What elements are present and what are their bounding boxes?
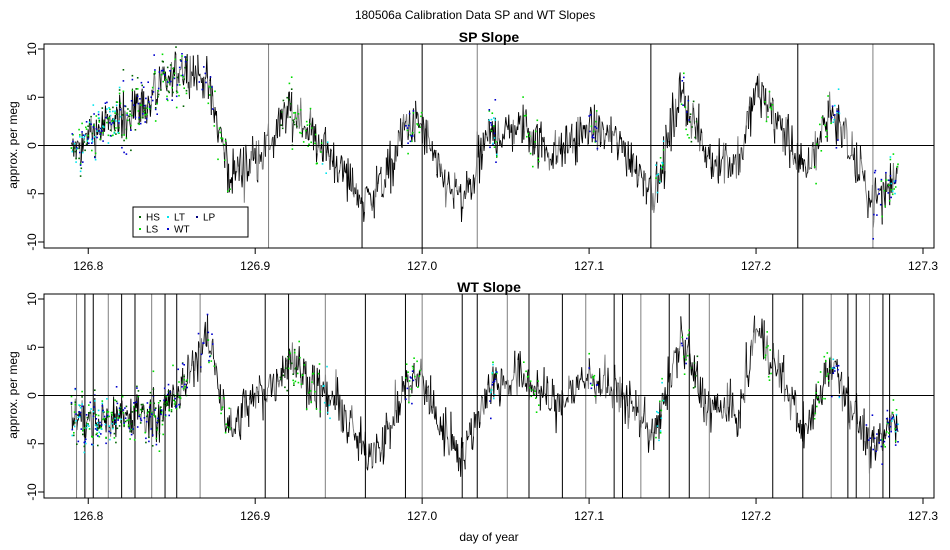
x-tick-label: 126.9 xyxy=(240,259,270,273)
x-tick-label: 126.9 xyxy=(240,509,270,523)
legend-label-lp: LP xyxy=(203,213,216,224)
y-tick-label: -10 xyxy=(25,483,39,501)
legend-label-ls: LS xyxy=(146,225,159,236)
x-tick-label: 127.1 xyxy=(574,509,604,523)
sp-y-axis: -10 -5 0 5 10 xyxy=(25,42,44,251)
legend-label-lt: LT xyxy=(174,213,185,224)
wt-y-axis: -10 -5 0 5 10 xyxy=(25,292,44,501)
x-tick-label: 127.2 xyxy=(741,259,771,273)
x-tick-label: 127.0 xyxy=(407,259,437,273)
y-tick-label: -5 xyxy=(25,188,39,199)
x-tick-label: 127.3 xyxy=(908,259,938,273)
y-tick-label: 10 xyxy=(25,42,39,56)
y-tick-label: 5 xyxy=(25,94,39,101)
y-tick-label: 10 xyxy=(25,292,39,306)
x-tick-label: 127.0 xyxy=(407,509,437,523)
x-tick-label: 127.3 xyxy=(908,509,938,523)
x-axis-label: day of year xyxy=(459,530,519,544)
x-tick-label: 127.1 xyxy=(574,259,604,273)
legend-marker-lp xyxy=(196,216,198,218)
wt-x-axis: 126.8 126.9 127.0 127.1 127.2 127.3 xyxy=(73,498,938,523)
sp-x-axis: 126.8 126.9 127.0 127.1 127.2 127.3 xyxy=(73,248,938,273)
figure-title: 180506a Calibration Data SP and WT Slope… xyxy=(354,8,596,22)
x-tick-label: 126.8 xyxy=(73,509,103,523)
sp-slope-title: SP Slope xyxy=(458,29,520,45)
sp-plot: -10 -5 0 5 10 126.8 126.9 127.0 127.1 127.2 127.3 xyxy=(25,42,938,273)
wt-slope-title: WT Slope xyxy=(457,279,521,295)
legend-marker-ls xyxy=(139,228,141,230)
legend-label-hs: HS xyxy=(146,213,160,224)
x-tick-label: 126.8 xyxy=(73,259,103,273)
x-tick-label: 127.2 xyxy=(741,509,771,523)
wt-points xyxy=(70,313,899,465)
y-tick-label: 5 xyxy=(25,344,39,351)
legend-marker-wt xyxy=(167,228,169,230)
y-tick-label: 0 xyxy=(25,392,39,399)
sp-points xyxy=(70,46,899,240)
legend-marker-hs xyxy=(139,216,141,218)
y-tick-label: 0 xyxy=(25,142,39,149)
legend-label-wt: WT xyxy=(174,225,190,236)
legend: HS LT LP LS WT xyxy=(132,206,249,238)
sp-data-lines xyxy=(70,44,899,248)
y-tick-label: -5 xyxy=(25,438,39,449)
y-tick-label: -10 xyxy=(25,233,39,251)
wt-plot: -10 -5 0 5 10 126.8 126.9 127.0 127.1 127.2 127.3 xyxy=(25,292,938,523)
legend-marker-lt xyxy=(167,216,169,218)
